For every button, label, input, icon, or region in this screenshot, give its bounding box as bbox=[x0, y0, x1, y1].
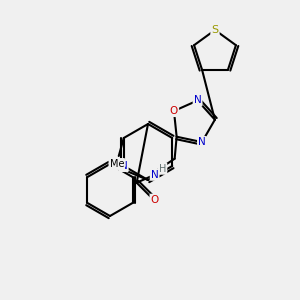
Text: O: O bbox=[151, 195, 159, 205]
Text: N: N bbox=[120, 161, 127, 171]
Text: N: N bbox=[194, 95, 201, 106]
Text: N: N bbox=[198, 137, 206, 147]
Text: Me: Me bbox=[110, 159, 124, 169]
Text: S: S bbox=[212, 25, 219, 35]
Text: N: N bbox=[151, 170, 158, 180]
Text: O: O bbox=[170, 106, 178, 116]
Text: H: H bbox=[159, 164, 166, 174]
